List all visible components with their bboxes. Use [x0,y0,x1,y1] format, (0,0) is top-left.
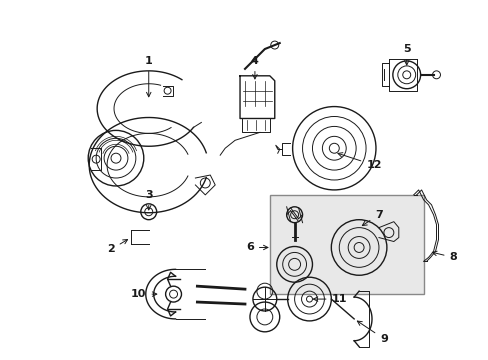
Bar [269,195,423,294]
Text: 1: 1 [144,56,152,97]
Text: 8: 8 [431,251,456,262]
Text: 5: 5 [402,44,410,65]
Text: 7: 7 [362,210,382,225]
Text: 2: 2 [107,239,127,255]
Text: 9: 9 [357,321,387,344]
Text: 12: 12 [337,153,381,170]
Text: 10: 10 [131,289,157,299]
Text: 4: 4 [250,56,258,79]
Text: 3: 3 [144,190,152,210]
Text: 6: 6 [245,243,267,252]
Text: 11: 11 [313,294,346,304]
